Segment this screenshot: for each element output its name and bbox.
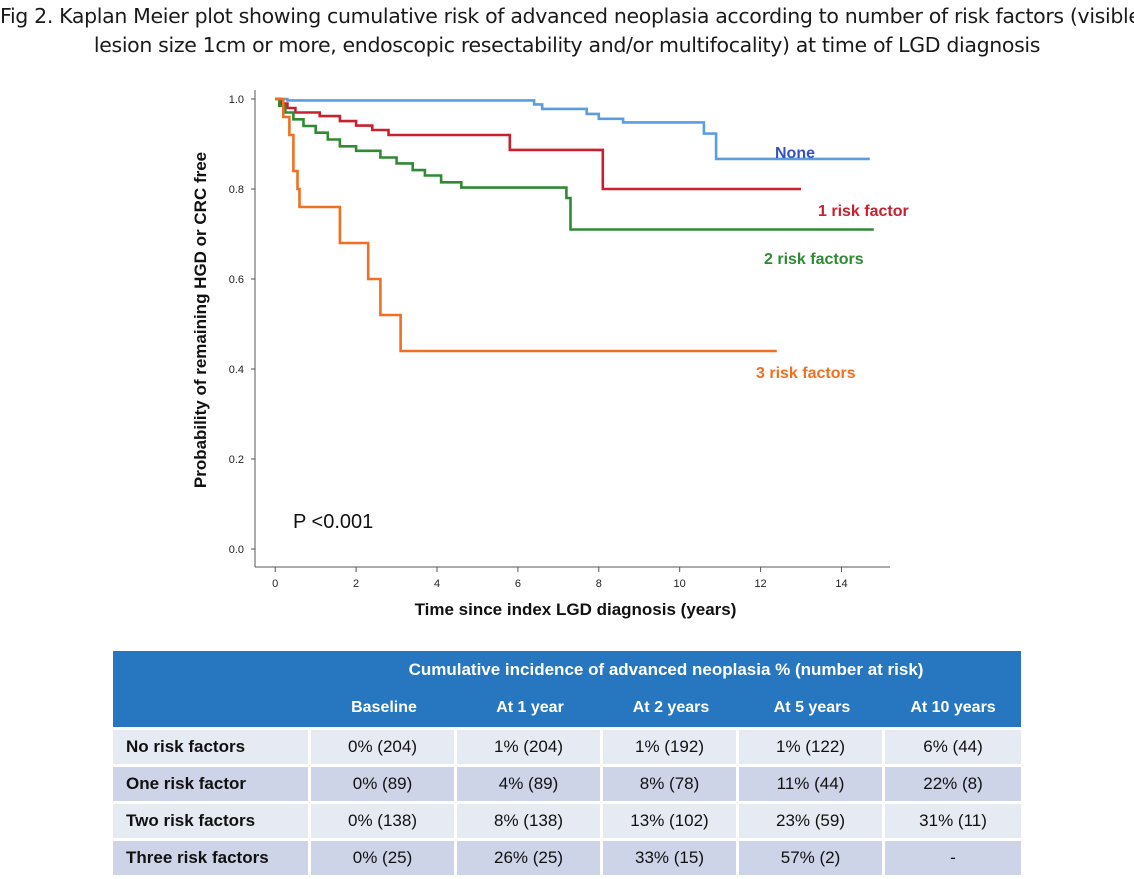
x-axis-title: Time since index LGD diagnosis (years)	[415, 600, 737, 619]
x-tick-label: 6	[515, 578, 521, 590]
table-cell: 13% (102)	[603, 804, 739, 841]
incidence-table: Cumulative incidence of advanced neoplas…	[113, 651, 1022, 878]
y-tick-label: 0.2	[229, 454, 244, 466]
y-tick-label: 0.6	[229, 274, 244, 286]
series-line-3	[275, 97, 874, 231]
column-header: At 10 years	[885, 689, 1022, 730]
series-line-4	[275, 97, 777, 353]
table-cell: 0% (204)	[311, 730, 457, 767]
x-tick-label: 8	[596, 578, 602, 590]
y-tick-label: 1.0	[229, 94, 244, 106]
table-cell: 0% (138)	[311, 804, 457, 841]
x-tick-label: 14	[835, 578, 847, 590]
x-tick-label: 4	[434, 578, 440, 590]
incidence-table-wrap: Cumulative incidence of advanced neoplas…	[113, 651, 1022, 878]
row-label: No risk factors	[113, 730, 311, 767]
table-cell: 1% (192)	[603, 730, 739, 767]
y-tick-label: 0.8	[229, 184, 244, 196]
kaplan-meier-plot: 0 2 4 6 8 10 12 14 0.0 0.2 0.4 0.6 0.8 1.0 Time since…	[191, 90, 909, 619]
column-header: At 5 years	[739, 689, 885, 730]
table-cell: 33% (15)	[603, 841, 739, 878]
series-line-2	[275, 97, 801, 191]
table-cell: 8% (78)	[603, 767, 739, 804]
plot-labels: Time since index LGD diagnosis (years) Pr…	[191, 145, 909, 619]
series-label-3: 2 risk factors	[764, 251, 864, 268]
series-label-2: 1 risk factor	[818, 203, 909, 220]
table-row: One risk factor 0% (89) 4% (89) 8% (78) 11% …	[113, 767, 1022, 804]
column-header: At 2 years	[603, 689, 739, 730]
y-axis-title: Probability of remaining HGD or CRC free	[191, 152, 210, 488]
table-cell: 31% (11)	[885, 804, 1022, 841]
table-cell: 22% (8)	[885, 767, 1022, 804]
table-cell: 0% (89)	[311, 767, 457, 804]
x-tick-label: 0	[272, 578, 278, 590]
table-cell: 8% (138)	[457, 804, 603, 841]
table-row: No risk factors 0% (204) 1% (204) 1% (192) 1…	[113, 730, 1022, 767]
table-cell: 6% (44)	[885, 730, 1022, 767]
column-header: At 1 year	[457, 689, 603, 730]
x-tick-label: 10	[674, 578, 686, 590]
table-cell: 0% (25)	[311, 841, 457, 878]
column-header	[113, 689, 311, 730]
y-tick-label: 0.4	[229, 364, 244, 376]
table-cell: 4% (89)	[457, 767, 603, 804]
x-tick-label: 2	[353, 578, 359, 590]
row-label: Three risk factors	[113, 841, 311, 878]
table-cell: 57% (2)	[739, 841, 885, 878]
row-label: One risk factor	[113, 767, 311, 804]
caption-line-2: lesion size 1cm or more, endoscopic rese…	[93, 33, 1041, 57]
series-line-1	[275, 97, 870, 161]
table-row: Two risk factors 0% (138) 8% (138) 13% (102…	[113, 804, 1022, 841]
series-label-4: 3 risk factors	[756, 365, 856, 382]
table-cell: 11% (44)	[739, 767, 885, 804]
column-header: Baseline	[311, 689, 457, 730]
table-cell: 23% (59)	[739, 804, 885, 841]
figure-caption: Fig 2. Kaplan Meier plot showing cumulat…	[0, 2, 1134, 60]
table-cell: 1% (204)	[457, 730, 603, 767]
x-tick-label: 12	[754, 578, 766, 590]
table-title: Cumulative incidence of advanced neoplas…	[311, 651, 1022, 689]
table-cell: -	[885, 841, 1022, 878]
caption-line-1: Fig 2. Kaplan Meier plot showing cumulat…	[0, 4, 1134, 28]
table-cell: 26% (25)	[457, 841, 603, 878]
table-row: Three risk factors 0% (25) 26% (25) 33% (15…	[113, 841, 1022, 878]
table-cell: 1% (122)	[739, 730, 885, 767]
row-label: Two risk factors	[113, 804, 311, 841]
p-value-annotation: P <0.001	[293, 511, 373, 533]
plot-axes: 0 2 4 6 8 10 12 14 0.0 0.2 0.4 0.6 0.8 1.0	[229, 90, 890, 590]
plot-series	[275, 97, 874, 353]
y-tick-label: 0.0	[229, 544, 244, 556]
series-label-1: None	[775, 145, 815, 162]
